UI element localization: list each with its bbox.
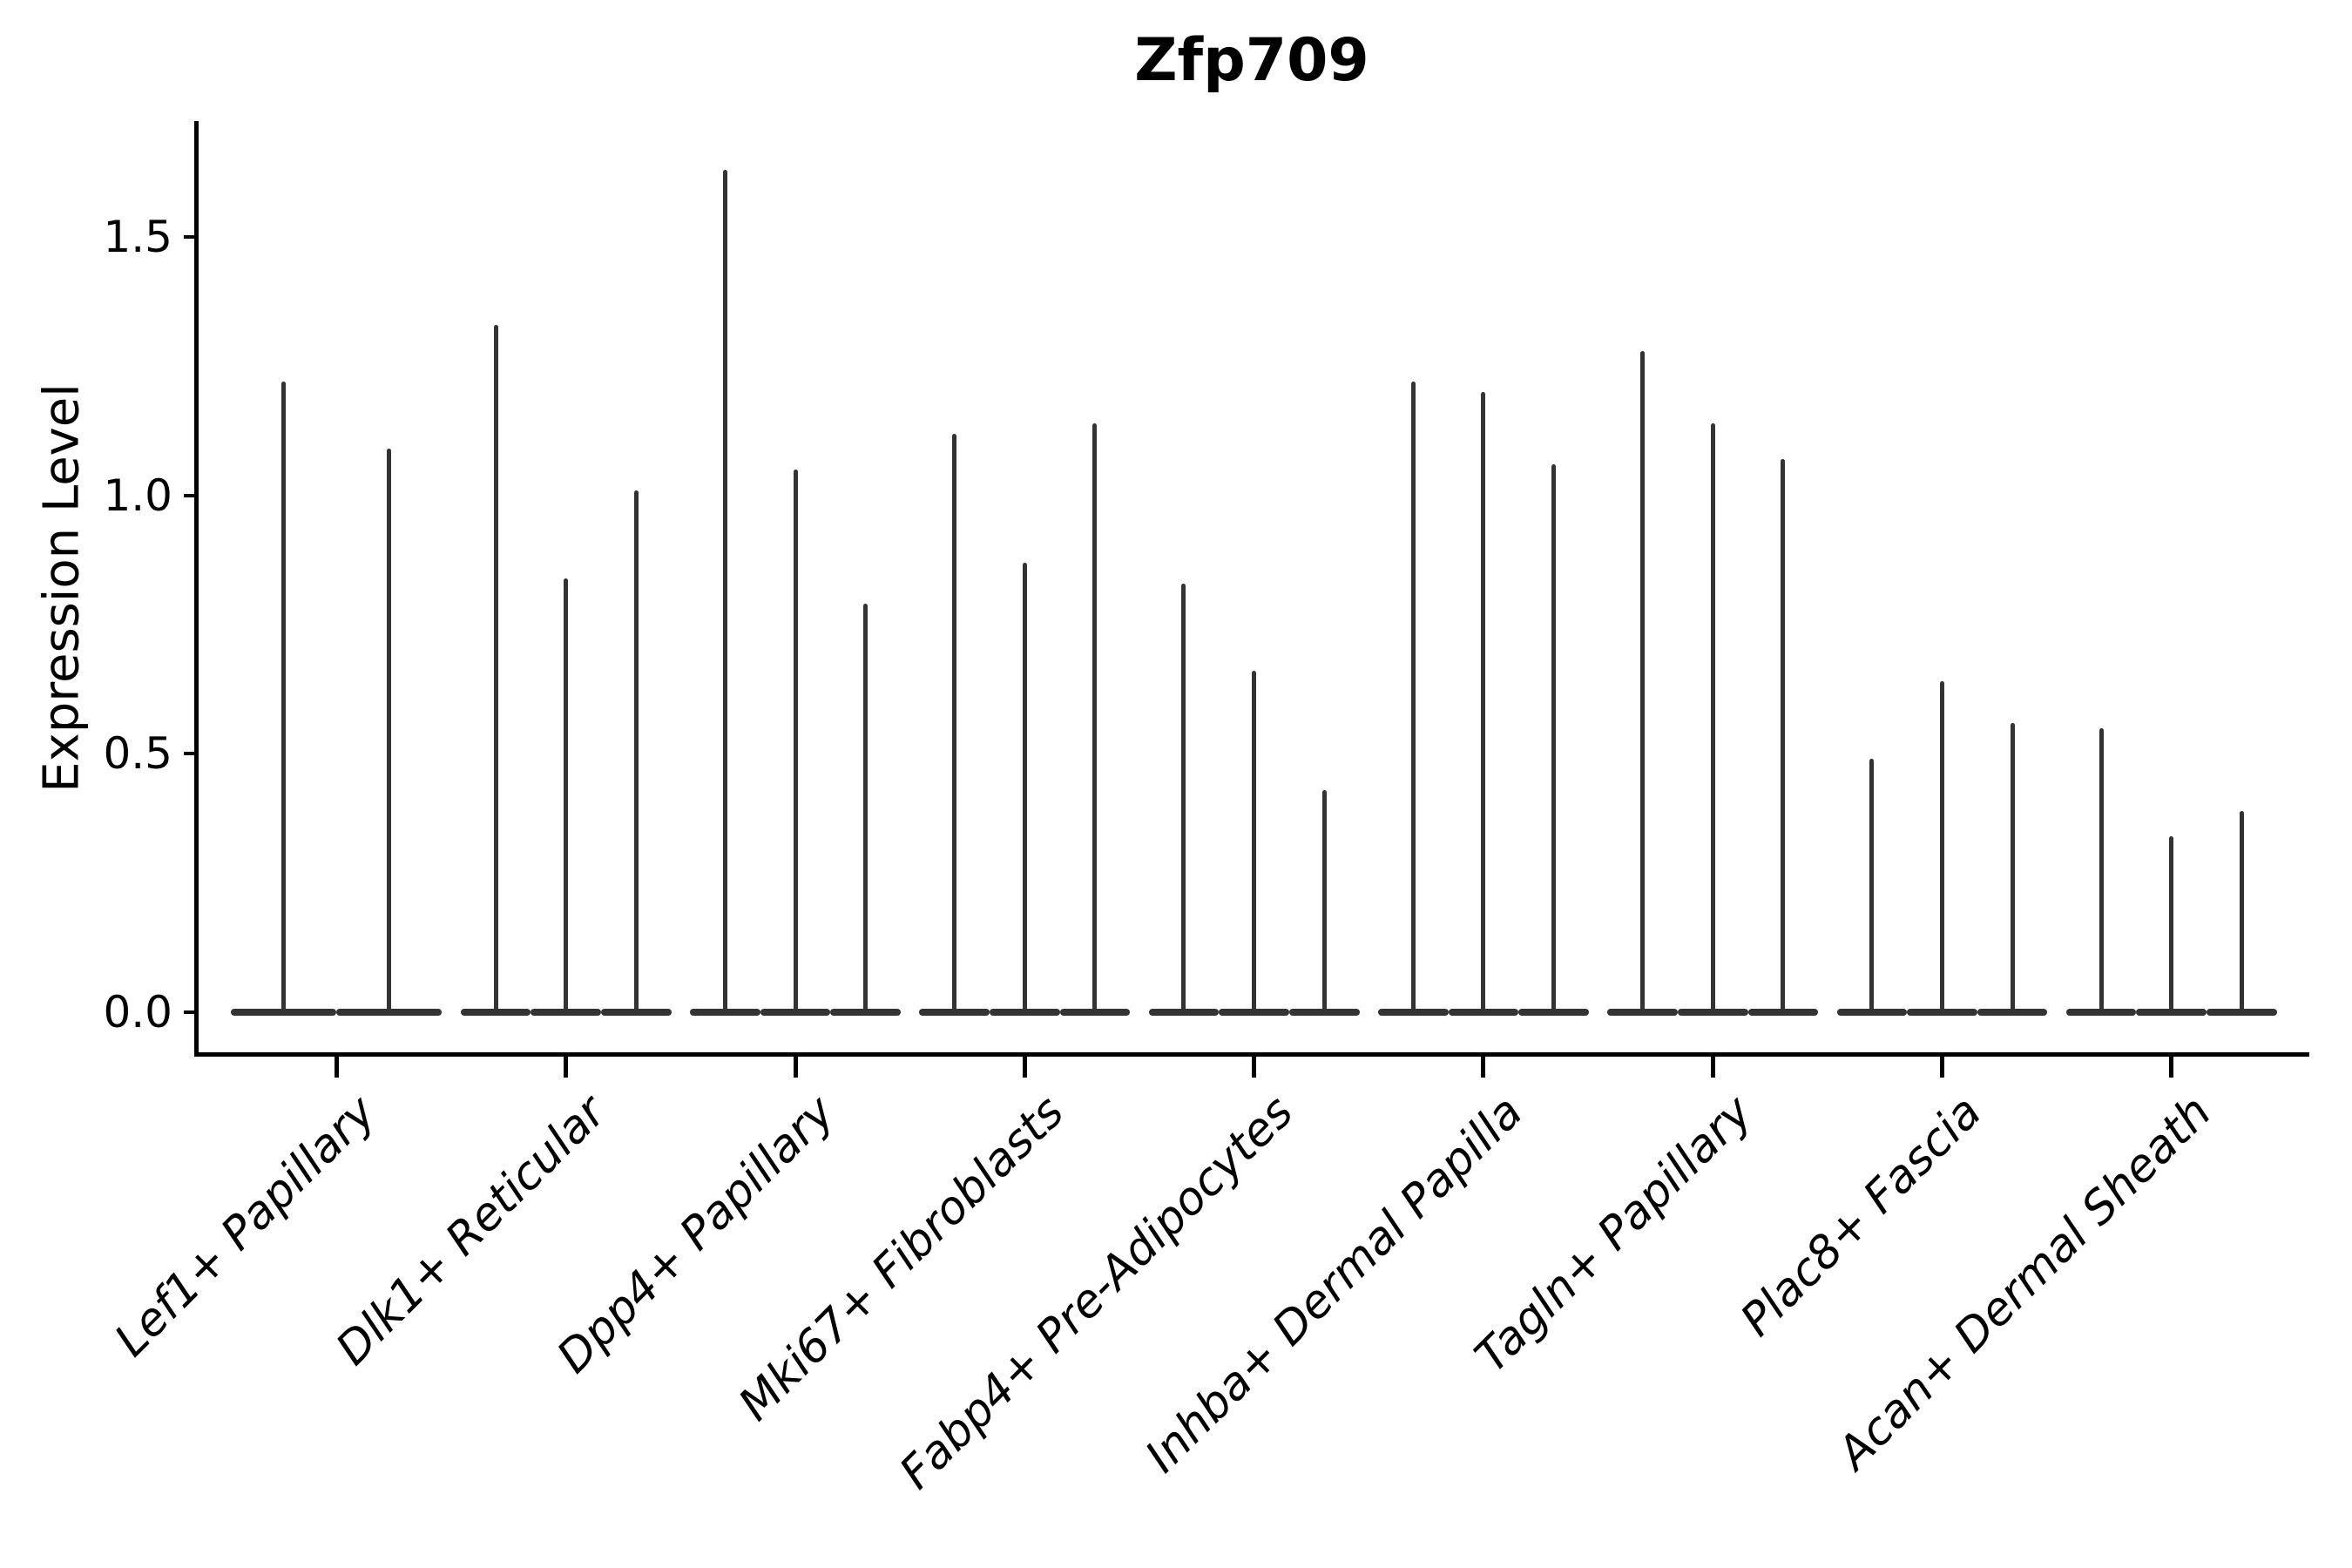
- violin-spike: [2010, 722, 2015, 1012]
- x-tick-mark: [1710, 1057, 1715, 1078]
- violin-base: [1518, 1009, 1589, 1016]
- violin-spike: [793, 470, 798, 1012]
- violin-spike: [1781, 459, 1786, 1012]
- violin-base: [1677, 1009, 1748, 1016]
- y-tick-label: 1.5: [103, 212, 172, 263]
- violin-spike: [863, 604, 868, 1012]
- violin-base: [1607, 1009, 1678, 1016]
- y-tick-mark: [184, 493, 194, 497]
- y-tick-mark: [184, 235, 194, 240]
- violin-spike: [1022, 562, 1027, 1012]
- violin-spike: [722, 169, 727, 1012]
- violin-base: [2065, 1009, 2137, 1016]
- violin-base: [1448, 1009, 1519, 1016]
- violin-spike: [2169, 836, 2174, 1012]
- violin-spike: [1940, 681, 1944, 1012]
- violin-spike: [633, 490, 639, 1012]
- violin-spike: [1252, 671, 1257, 1012]
- violin-spike: [1710, 422, 1715, 1012]
- x-tick-mark: [334, 1057, 339, 1078]
- violin-base: [989, 1009, 1060, 1016]
- violin-base: [2207, 1009, 2277, 1016]
- violin-spike: [1181, 583, 1186, 1012]
- y-tick-label: 1.0: [103, 470, 172, 521]
- violin-base: [1836, 1009, 1908, 1016]
- violin-spike: [564, 578, 569, 1012]
- x-tick-label: Acan+ Dermal Sheath: [1827, 1085, 2221, 1480]
- violin-base: [1977, 1009, 2048, 1016]
- x-tick-mark: [1022, 1057, 1027, 1078]
- chart-title: Zfp709: [1134, 26, 1369, 95]
- violin-spike: [387, 449, 392, 1012]
- violin-base: [231, 1009, 337, 1016]
- violin-spike: [1481, 392, 1486, 1012]
- violin-base: [760, 1009, 831, 1016]
- violin-base: [1747, 1009, 1819, 1016]
- violin-base: [1059, 1009, 1131, 1016]
- violin-base: [690, 1009, 760, 1016]
- violin-base: [919, 1009, 990, 1016]
- x-tick-label: Plac8+ Fascia: [1731, 1085, 1992, 1347]
- violin-spike: [1321, 789, 1327, 1012]
- x-tick-label: Fabp4+ Pre-Adipocytes: [890, 1085, 1304, 1500]
- violin-base: [601, 1009, 672, 1016]
- violin-spike: [1869, 759, 1875, 1012]
- y-tick-label: 0.0: [103, 987, 172, 1037]
- violin-spike: [2239, 810, 2244, 1012]
- violin-base: [1377, 1009, 1449, 1016]
- violin-spike: [2099, 727, 2104, 1012]
- y-tick-mark: [184, 752, 194, 756]
- x-axis-spine: [194, 1052, 2309, 1057]
- violin-spike: [281, 382, 287, 1012]
- y-tick-mark: [184, 1010, 194, 1014]
- x-tick-mark: [1252, 1057, 1257, 1078]
- violin-base: [1219, 1009, 1289, 1016]
- violin-base: [1907, 1009, 1977, 1016]
- violin-base: [531, 1009, 602, 1016]
- violin-base: [1288, 1009, 1360, 1016]
- x-tick-mark: [793, 1057, 798, 1078]
- violin-base: [1148, 1009, 1220, 1016]
- x-tick-mark: [1481, 1057, 1486, 1078]
- violin-spike: [952, 433, 957, 1012]
- violin-base: [460, 1009, 531, 1016]
- x-tick-mark: [2169, 1057, 2174, 1078]
- x-tick-label: Inhba+ Dermal Papilla: [1136, 1085, 1533, 1484]
- violin-base: [2136, 1009, 2207, 1016]
- violin-spike: [1092, 422, 1098, 1012]
- violin-spike: [1640, 350, 1646, 1012]
- violin-spike: [1551, 464, 1557, 1012]
- x-tick-mark: [564, 1057, 569, 1078]
- x-tick-mark: [1940, 1057, 1944, 1078]
- violin-base: [830, 1009, 901, 1016]
- violin-spike: [493, 324, 498, 1012]
- violin-base: [336, 1009, 443, 1016]
- y-axis-spine: [194, 121, 199, 1057]
- violin-spike: [1410, 382, 1416, 1012]
- y-tick-label: 0.5: [103, 728, 172, 780]
